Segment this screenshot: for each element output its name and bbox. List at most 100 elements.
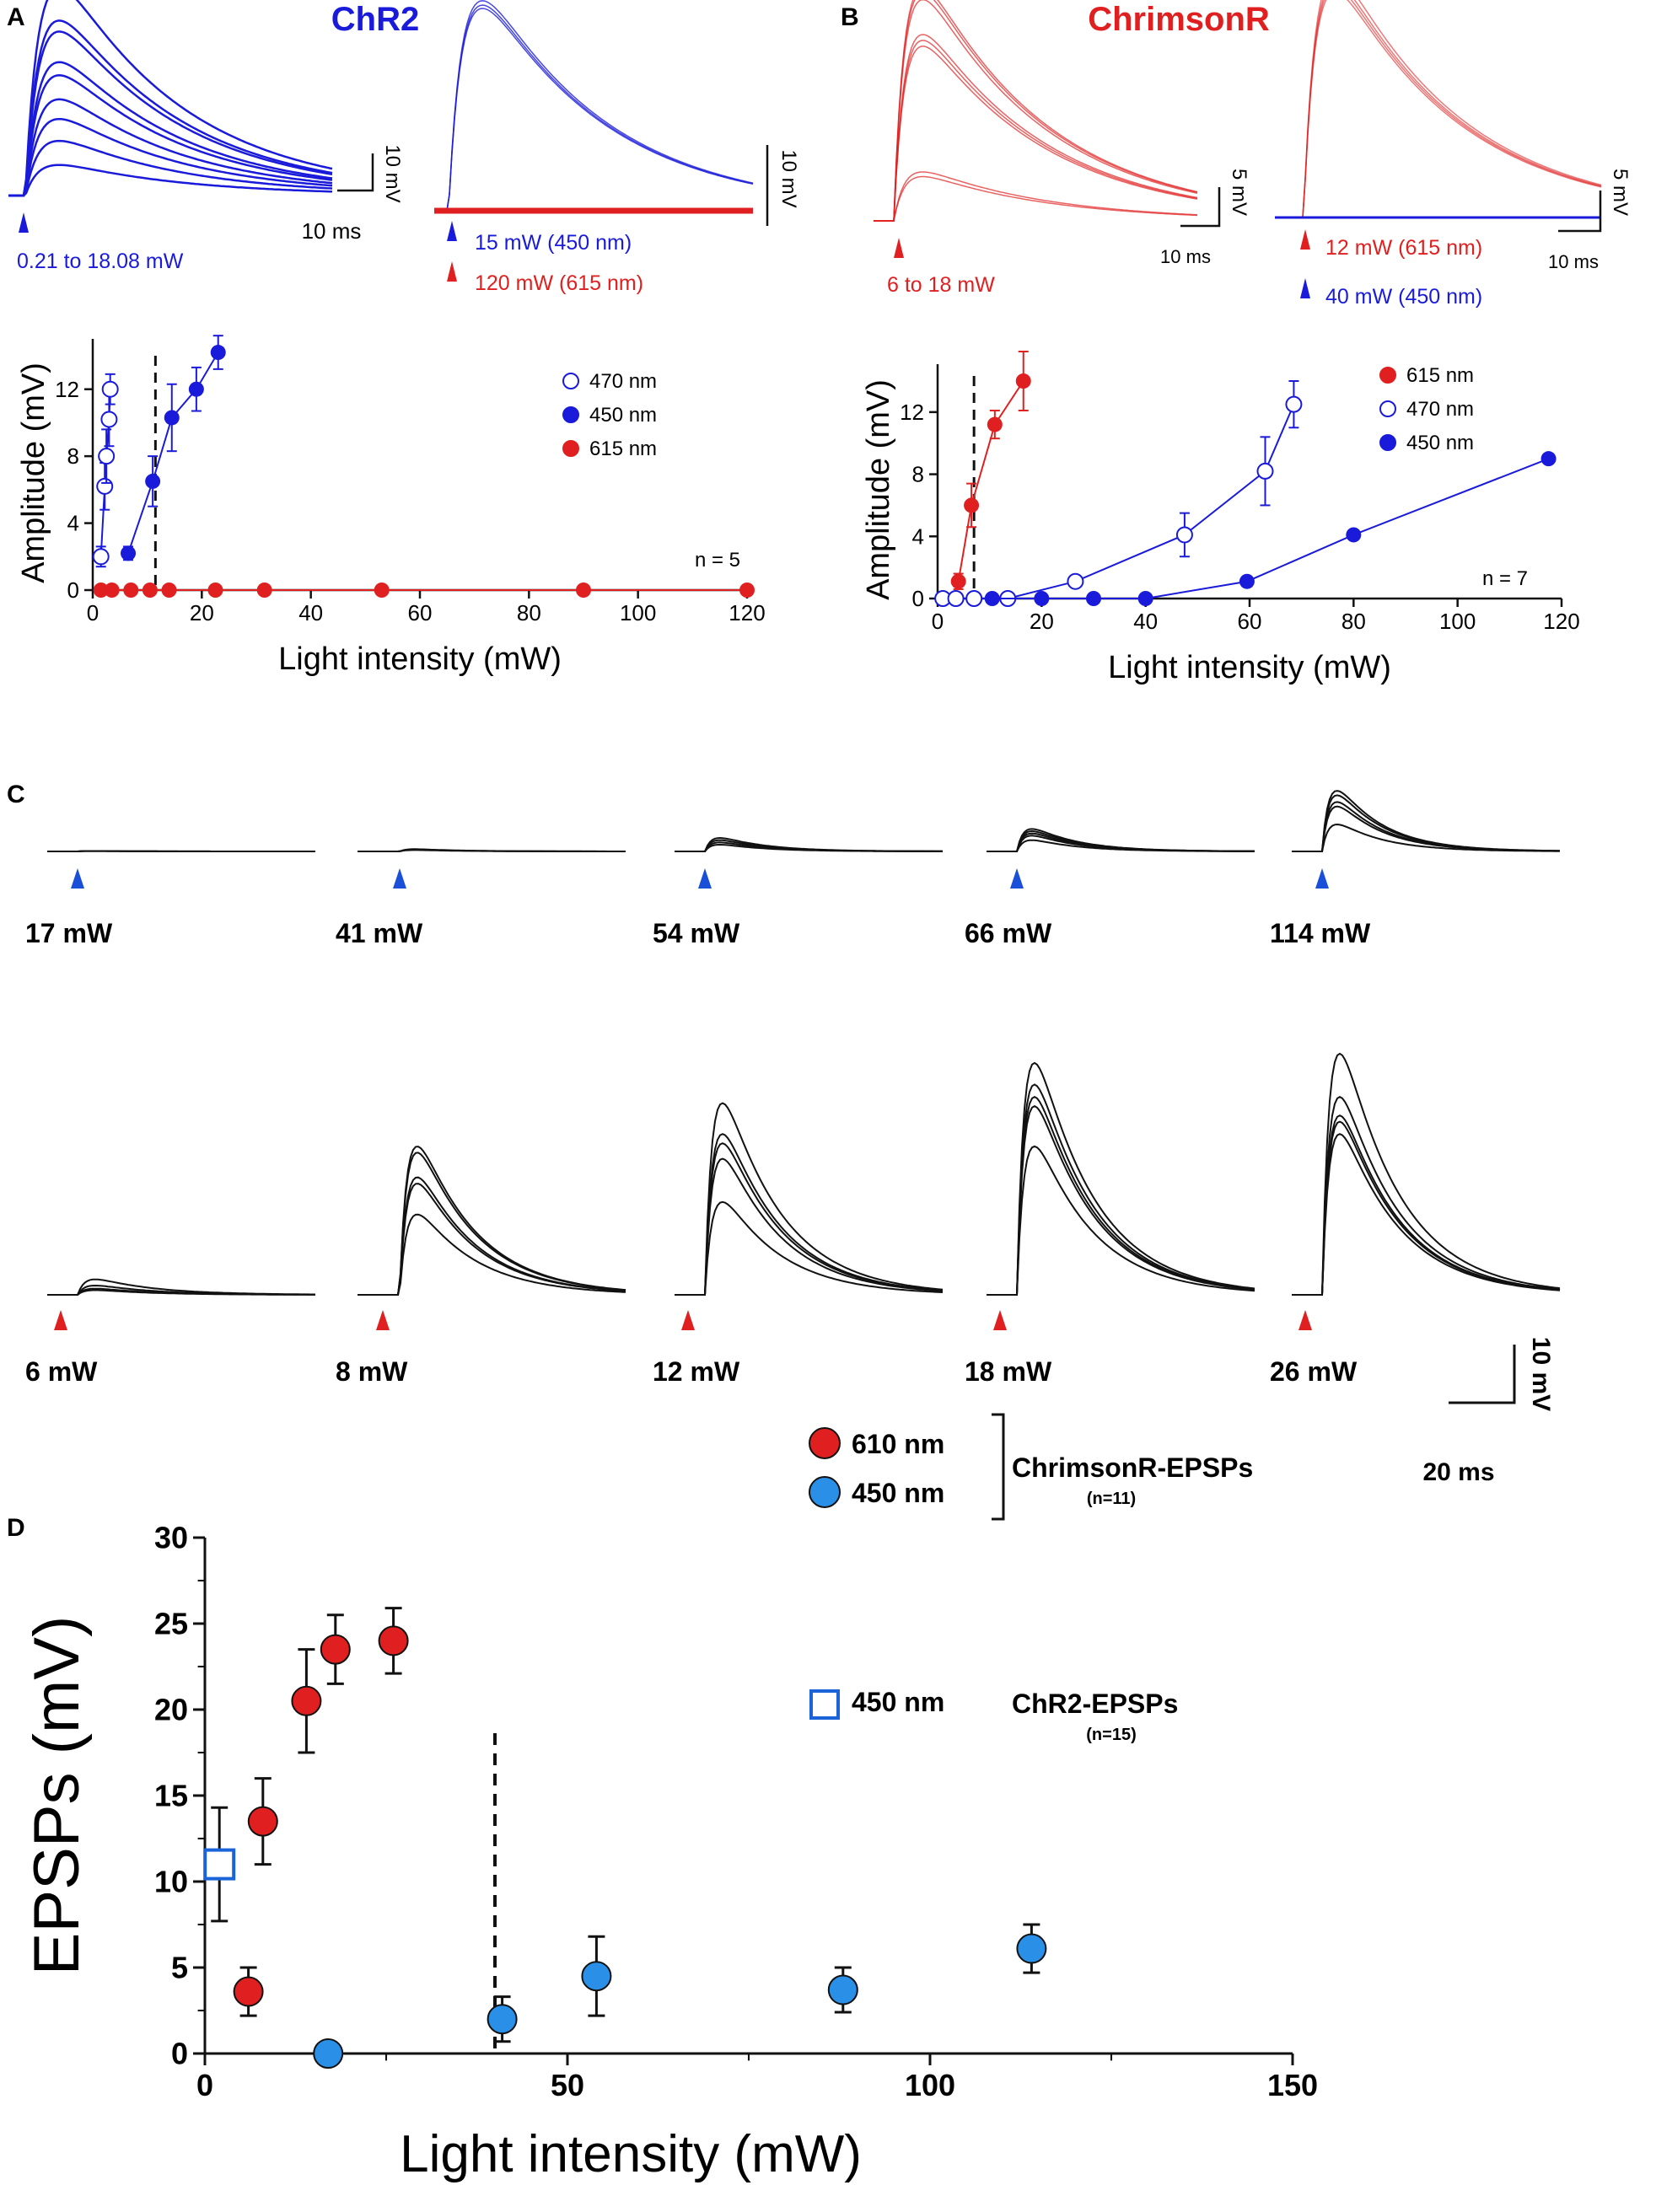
panel-c-trace xyxy=(987,839,1255,852)
trace-line xyxy=(8,19,333,197)
panel-b-scale-v-left: 5 mV xyxy=(1228,169,1250,216)
data-point-open xyxy=(1256,462,1274,480)
panel-a-n-label: n = 5 xyxy=(695,549,740,572)
data-point xyxy=(145,473,161,489)
data-point xyxy=(1346,527,1362,543)
panel-c-trace xyxy=(358,1152,626,1296)
y-tick-label: 12 xyxy=(55,377,79,402)
panel-c-row1-label: 66 mW xyxy=(965,918,1052,948)
panel-b-traces-left xyxy=(874,0,1198,222)
x-tick-label: 100 xyxy=(905,2068,955,2102)
y-tick-label: 0 xyxy=(67,577,79,603)
panel-c-trace xyxy=(358,1176,626,1296)
panel-c-stim-arrow-red xyxy=(376,1310,390,1330)
trace-line xyxy=(8,0,333,197)
x-tick-label: 20 xyxy=(1030,609,1054,634)
y-tick-label: 15 xyxy=(154,1779,188,1813)
data-point xyxy=(121,545,137,561)
y-tick-label: 0 xyxy=(171,2037,188,2071)
data-point-open xyxy=(98,448,116,465)
data-point xyxy=(964,497,980,513)
panel-c-stim-arrow-red xyxy=(993,1310,1007,1330)
legend-label: 450 nm xyxy=(589,404,657,427)
y-tick-label: 5 xyxy=(171,1951,188,1985)
panel-c-trace xyxy=(358,1213,626,1296)
panel-b-scalebar-left: 5 mV 10 ms xyxy=(1160,169,1250,267)
panel-c-stim-arrow-blue xyxy=(1010,868,1024,889)
panel-c-trace xyxy=(358,1146,626,1296)
data-point xyxy=(210,345,226,361)
data-point xyxy=(320,1634,351,1665)
data-point xyxy=(581,1961,612,1992)
x-tick-label: 60 xyxy=(1238,609,1262,634)
panel-c-label: C xyxy=(7,781,25,808)
legend-bracket xyxy=(992,1413,1005,1521)
panel-c-trace xyxy=(987,1061,1255,1296)
panel-b-stim-arrow-right-blue xyxy=(1300,278,1310,298)
data-point-open xyxy=(100,411,118,428)
panel-a-stim-arrow-right-red xyxy=(447,261,457,282)
data-point-open xyxy=(96,477,114,495)
data-point xyxy=(256,583,272,598)
panel-c-trace xyxy=(675,1157,944,1296)
panel-c-row1-label: 114 mW xyxy=(1270,918,1371,948)
data-point xyxy=(93,583,109,598)
y-tick-label: 20 xyxy=(154,1693,188,1727)
data-point xyxy=(1239,573,1255,589)
x-tick-label: 100 xyxy=(1439,609,1476,634)
panel-c-stim-arrow-red xyxy=(681,1310,695,1330)
y-axis-label: Amplitude (mV) xyxy=(16,362,51,583)
data-point xyxy=(987,416,1003,432)
panel-c-row1-label: 54 mW xyxy=(653,918,740,948)
panel-b-traces-right xyxy=(1275,0,1602,219)
legend-label: 450 nm xyxy=(1406,432,1474,454)
panel-c-trace xyxy=(1292,1052,1561,1296)
panel-a-title: ChR2 xyxy=(331,1,419,38)
panel-a-scale-t-left: 10 ms xyxy=(302,218,362,244)
panel-c-row2-label: 26 mW xyxy=(1270,1356,1358,1387)
panel-d-legend: 610 nm 450 nm ChrimsonR-EPSPs (n=11) 450… xyxy=(809,1413,1253,1744)
y-tick-label: 25 xyxy=(154,1607,188,1641)
legend-marker xyxy=(562,440,579,457)
panel-a-stim-text-left: 0.21 to 18.08 mW xyxy=(17,250,184,273)
data-point xyxy=(233,1976,264,2007)
series-610-nm xyxy=(233,1607,409,2017)
panel-c-stim-arrow-blue xyxy=(71,868,84,889)
panel-a-stim-arrow-right-blue xyxy=(447,221,457,241)
data-point xyxy=(247,1806,278,1837)
trace-line xyxy=(8,30,333,197)
data-point xyxy=(291,1685,322,1716)
legend-label: 470 nm xyxy=(589,370,657,393)
legend-marker xyxy=(562,373,579,389)
data-point xyxy=(1015,373,1031,389)
panel-b-scalebar-right: 5 mV 10 ms xyxy=(1548,169,1632,272)
series-615-nm xyxy=(950,350,1031,590)
panel-b-amplitude-chart: 0 20 40 60 80 100 120 0 4 8 12 Light intensity (mW)… xyxy=(861,350,1580,685)
data-point-square xyxy=(203,1848,236,1881)
y-tick-label: 12 xyxy=(900,400,924,425)
legend-marker xyxy=(562,406,579,423)
data-point xyxy=(1137,591,1153,606)
panel-a-stim-text-right-1: 15 mW (450 nm) xyxy=(475,231,632,255)
panel-b-scale-t-right: 10 ms xyxy=(1548,251,1599,272)
trace-line xyxy=(8,61,333,197)
x-axis-label: Light intensity (mW) xyxy=(1108,650,1391,685)
legend-marker-square xyxy=(809,1689,840,1720)
panel-c-trace xyxy=(1292,805,1560,852)
panel-c-trace xyxy=(987,1105,1255,1296)
legend-marker xyxy=(1379,434,1396,451)
trace-line xyxy=(8,139,333,197)
panel-c-trace xyxy=(358,1183,626,1296)
series-450-nm xyxy=(121,335,226,561)
data-point xyxy=(313,2038,344,2069)
legend-label-square: 450 nm xyxy=(852,1687,944,1717)
x-tick-label: 0 xyxy=(932,609,944,634)
panel-b-stim-text-left: 6 to 18 mW xyxy=(887,273,995,297)
panel-c-row2-label: 8 mW xyxy=(336,1356,408,1387)
series-450-nm xyxy=(984,451,1557,606)
trace-line xyxy=(8,117,333,197)
trace-line xyxy=(1275,0,1602,218)
trace-line xyxy=(8,164,333,197)
trace-line xyxy=(874,40,1198,222)
data-point xyxy=(207,583,223,598)
